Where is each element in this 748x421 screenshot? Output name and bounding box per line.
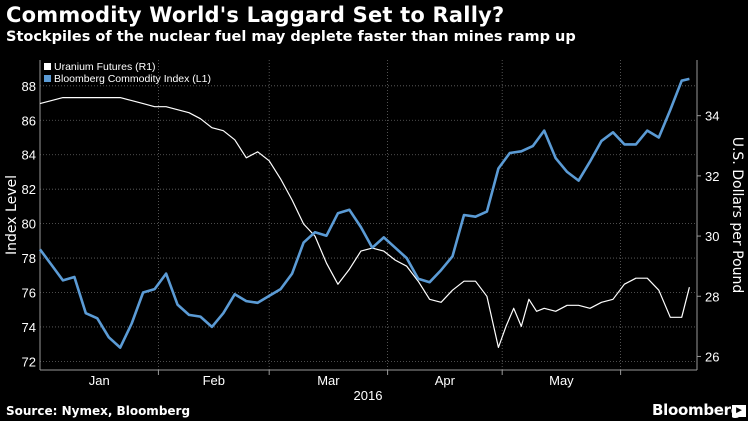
y-axis-left-title: Index Level	[4, 175, 20, 255]
x-axis-year-label: 2016	[354, 388, 383, 403]
legend: Uranium Futures (R1) Bloomberg Commodity…	[44, 61, 211, 85]
y-left-tick-label: 84	[22, 148, 36, 163]
y-right-tick-label: 32	[705, 169, 719, 184]
chart-title: Commodity World's Laggard Set to Rally?	[6, 3, 505, 27]
y-left-tick-label: 76	[22, 286, 36, 301]
x-tick-label: Feb	[203, 373, 225, 388]
x-tick-label: Apr	[435, 373, 456, 388]
series-line-commodity	[38, 77, 690, 349]
series-line-uranium	[39, 96, 690, 348]
legend-swatch-commodity	[44, 75, 51, 82]
y-left-tick-label: 74	[22, 320, 36, 335]
axes	[39, 60, 698, 371]
grid	[40, 60, 697, 370]
legend-swatch-uranium	[44, 63, 51, 70]
y-left-tick-label: 86	[22, 113, 36, 128]
legend-label-commodity: Bloomberg Commodity Index (L1)	[54, 73, 211, 85]
source-note: Source: Nymex, Bloomberg	[6, 404, 191, 418]
y-left-tick-label: 80	[22, 217, 36, 232]
y-right-tick-label: 34	[705, 109, 719, 124]
y-right-tick-label: 28	[705, 289, 719, 304]
series	[38, 77, 690, 349]
x-tick-label: Mar	[317, 373, 340, 388]
y-left-tick-label: 88	[22, 79, 36, 94]
play-icon: ▶	[732, 405, 746, 417]
y-axis-right-title: U.S. Dollars per Pound	[729, 137, 745, 294]
x-tick-label: May	[549, 373, 574, 388]
tick-labels: 72 74 76 78 80 82 84 86 88 26 28 30 32 34 Jan Feb Mar Apr…	[22, 79, 720, 388]
x-tick-label: Jan	[89, 373, 110, 388]
y-right-tick-label: 26	[705, 349, 719, 364]
chart-subtitle: Stockpiles of the nuclear fuel may deple…	[6, 29, 576, 45]
y-right-tick-label: 30	[705, 229, 719, 244]
y-left-tick-label: 78	[22, 251, 36, 266]
legend-label-uranium: Uranium Futures (R1)	[54, 61, 156, 73]
brand-logo: Bloomberg	[652, 401, 742, 419]
y-left-tick-label: 82	[22, 182, 36, 197]
y-left-tick-label: 72	[22, 354, 36, 369]
